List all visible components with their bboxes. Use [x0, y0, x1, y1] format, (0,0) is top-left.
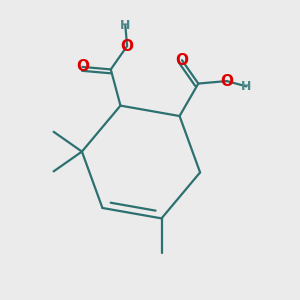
Text: O: O: [220, 74, 233, 88]
Text: O: O: [121, 39, 134, 54]
Text: H: H: [120, 19, 130, 32]
Text: O: O: [176, 53, 188, 68]
Text: O: O: [76, 59, 89, 74]
Text: H: H: [241, 80, 252, 93]
